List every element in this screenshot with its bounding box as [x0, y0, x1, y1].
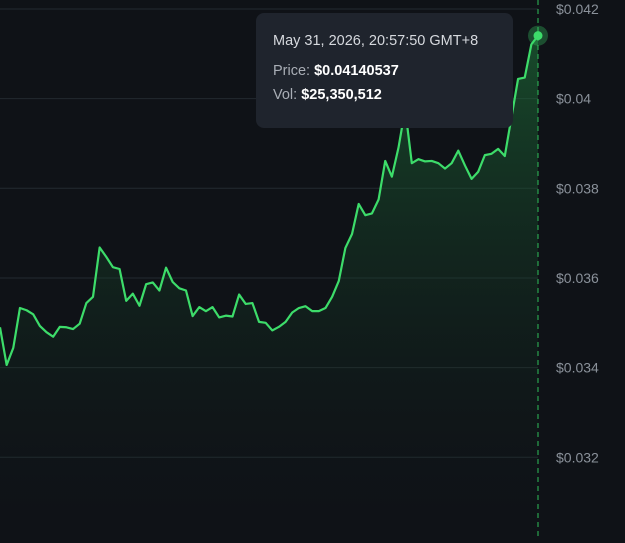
y-tick-label-2: $0.036 — [556, 270, 599, 286]
price-line — [0, 34, 539, 367]
tooltip-price-row: Price: $0.04140537 — [273, 63, 496, 79]
price-tooltip: May 31, 2026, 20:57:50 GMT+8 Price: $0.0… — [256, 13, 513, 128]
y-tick-label-4: $0.04 — [556, 91, 591, 107]
price-area — [0, 35, 538, 538]
tooltip-price-value: $0.04140537 — [314, 63, 399, 79]
tooltip-vol-row: Vol: $25,350,512 — [273, 87, 496, 103]
tooltip-price-label: Price: — [273, 63, 311, 79]
last-point-marker — [533, 31, 543, 41]
y-tick-label-1: $0.034 — [556, 360, 599, 376]
tooltip-vol-value: $25,350,512 — [301, 87, 382, 103]
y-tick-label-5: $0.042 — [556, 1, 599, 17]
tooltip-vol-label: Vol: — [273, 87, 298, 103]
y-tick-label-0: $0.032 — [556, 449, 599, 465]
y-tick-label-3: $0.038 — [556, 180, 599, 196]
tooltip-timestamp: May 31, 2026, 20:57:50 GMT+8 — [273, 33, 479, 49]
